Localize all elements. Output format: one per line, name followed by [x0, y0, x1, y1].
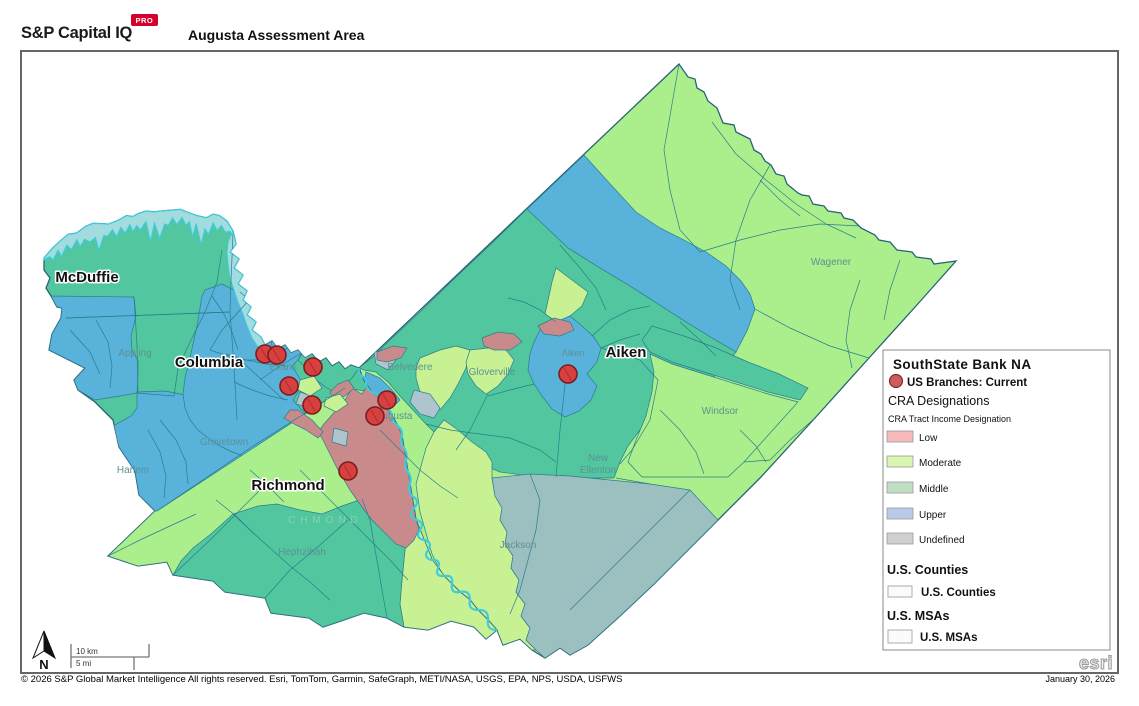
svg-text:Middle: Middle	[919, 484, 949, 495]
svg-text:Low: Low	[919, 433, 938, 444]
svg-text:5 mi: 5 mi	[76, 659, 91, 668]
svg-text:CHMOND: CHMOND	[288, 514, 362, 526]
svg-text:10 km: 10 km	[76, 647, 98, 656]
svg-text:U.S. MSAs: U.S. MSAs	[920, 632, 978, 644]
svg-text:Wagener: Wagener	[811, 257, 852, 268]
svg-text:Jackson: Jackson	[500, 540, 537, 551]
svg-text:Richmond: Richmond	[251, 477, 324, 494]
svg-text:Augusta: Augusta	[376, 411, 413, 422]
svg-text:Aiken: Aiken	[562, 348, 585, 358]
svg-text:N: N	[39, 657, 48, 672]
svg-text:Windsor: Windsor	[702, 406, 739, 417]
svg-text:Columbia: Columbia	[175, 354, 244, 371]
svg-text:Harlem: Harlem	[117, 465, 149, 476]
svg-text:Moderate: Moderate	[919, 458, 962, 469]
svg-text:McDuffie: McDuffie	[55, 269, 118, 286]
svg-text:U.S. Counties: U.S. Counties	[887, 563, 968, 577]
svg-text:Belvedere: Belvedere	[387, 362, 432, 373]
svg-text:CRA Tract Income Designation: CRA Tract Income Designation	[888, 414, 1011, 424]
svg-text:esri: esri	[1079, 653, 1113, 673]
svg-text:Appling: Appling	[118, 348, 151, 359]
svg-text:US Branches: Current: US Branches: Current	[907, 377, 1027, 389]
svg-text:Undefined: Undefined	[919, 535, 965, 546]
svg-text:Grovetown: Grovetown	[200, 437, 248, 448]
svg-text:New: New	[588, 453, 609, 464]
svg-text:Upper: Upper	[919, 510, 947, 521]
svg-text:Aiken: Aiken	[606, 344, 647, 361]
svg-text:SouthState Bank NA: SouthState Bank NA	[893, 357, 1031, 372]
svg-text:U.S. Counties: U.S. Counties	[921, 587, 996, 599]
svg-text:CRA Designations: CRA Designations	[888, 394, 989, 408]
svg-text:Gloverville: Gloverville	[469, 367, 516, 378]
svg-text:Ellenton: Ellenton	[580, 465, 616, 476]
svg-text:Hephzibah: Hephzibah	[278, 547, 326, 558]
svg-text:Evans: Evans	[269, 362, 297, 373]
svg-text:U.S. MSAs: U.S. MSAs	[887, 609, 950, 623]
